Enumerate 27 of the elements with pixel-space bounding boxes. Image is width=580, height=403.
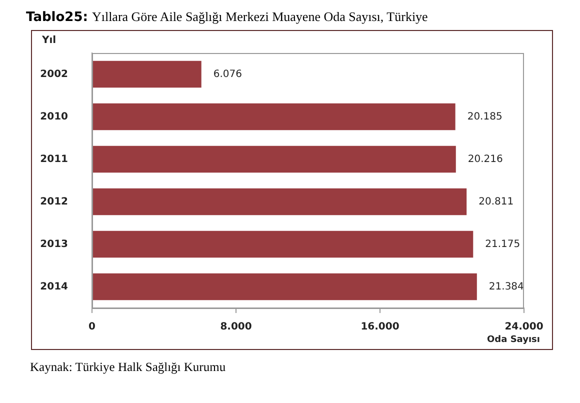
- y-tick-label: 2012: [40, 196, 68, 208]
- data-label: 20.216: [468, 154, 503, 165]
- bar: [92, 103, 456, 130]
- x-axis-title: Oda Sayısı: [487, 335, 540, 345]
- bar: [92, 146, 456, 173]
- x-tick-label: 16.000: [360, 322, 400, 333]
- data-label: 6.076: [213, 68, 242, 80]
- y-tick-label: 2011: [40, 154, 68, 165]
- data-label: 20.185: [467, 111, 502, 122]
- x-tick-label: 0: [88, 322, 96, 333]
- data-label: 21.175: [485, 238, 520, 250]
- bar: [92, 60, 202, 88]
- bar: [92, 273, 477, 300]
- text: Kaynak: Türkiye Halk Sağlığı Kurumu: [30, 360, 226, 375]
- x-tick-label: 24.000: [504, 322, 544, 333]
- bar: [92, 230, 474, 258]
- bar: [92, 188, 467, 216]
- x-tick-label: 8.000: [220, 322, 252, 333]
- y-tick-label: 2010: [40, 111, 68, 122]
- y-axis-title: Yıl: [41, 35, 56, 46]
- chart-title: Tablo25:: [26, 10, 88, 25]
- chart-subtitle: Yıllara Göre Aile Sağlığı Merkezi Muayene Oda Sayısı, Türkiye: [92, 9, 428, 24]
- data-label: 20.811: [478, 196, 514, 208]
- data-label: 21.384: [488, 281, 524, 292]
- y-tick-label: 2014: [40, 281, 68, 292]
- y-tick-label: 2013: [40, 238, 68, 250]
- y-tick-label: 2002: [40, 68, 68, 80]
